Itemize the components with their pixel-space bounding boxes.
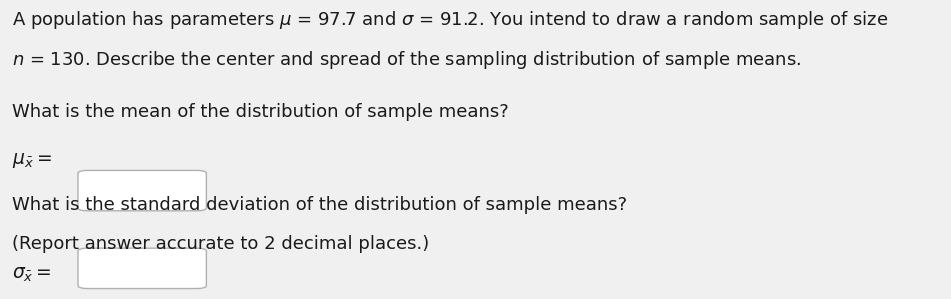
Text: $\mu_{\bar{x}}=$: $\mu_{\bar{x}}=$ <box>12 151 52 170</box>
Text: A population has parameters $\mu$ = 97.7 and $\sigma$ = 91.2. You intend to draw: A population has parameters $\mu$ = 97.7… <box>12 9 889 31</box>
Text: (Report answer accurate to 2 decimal places.): (Report answer accurate to 2 decimal pla… <box>12 235 430 253</box>
FancyBboxPatch shape <box>78 248 206 289</box>
Text: $\sigma_{\bar{x}}=$: $\sigma_{\bar{x}}=$ <box>12 265 52 284</box>
Text: $n$ = 130. Describe the center and spread of the sampling distribution of sample: $n$ = 130. Describe the center and sprea… <box>12 49 802 71</box>
Text: What is the mean of the distribution of sample means?: What is the mean of the distribution of … <box>12 103 509 121</box>
Text: What is the standard deviation of the distribution of sample means?: What is the standard deviation of the di… <box>12 196 628 214</box>
FancyBboxPatch shape <box>78 170 206 211</box>
